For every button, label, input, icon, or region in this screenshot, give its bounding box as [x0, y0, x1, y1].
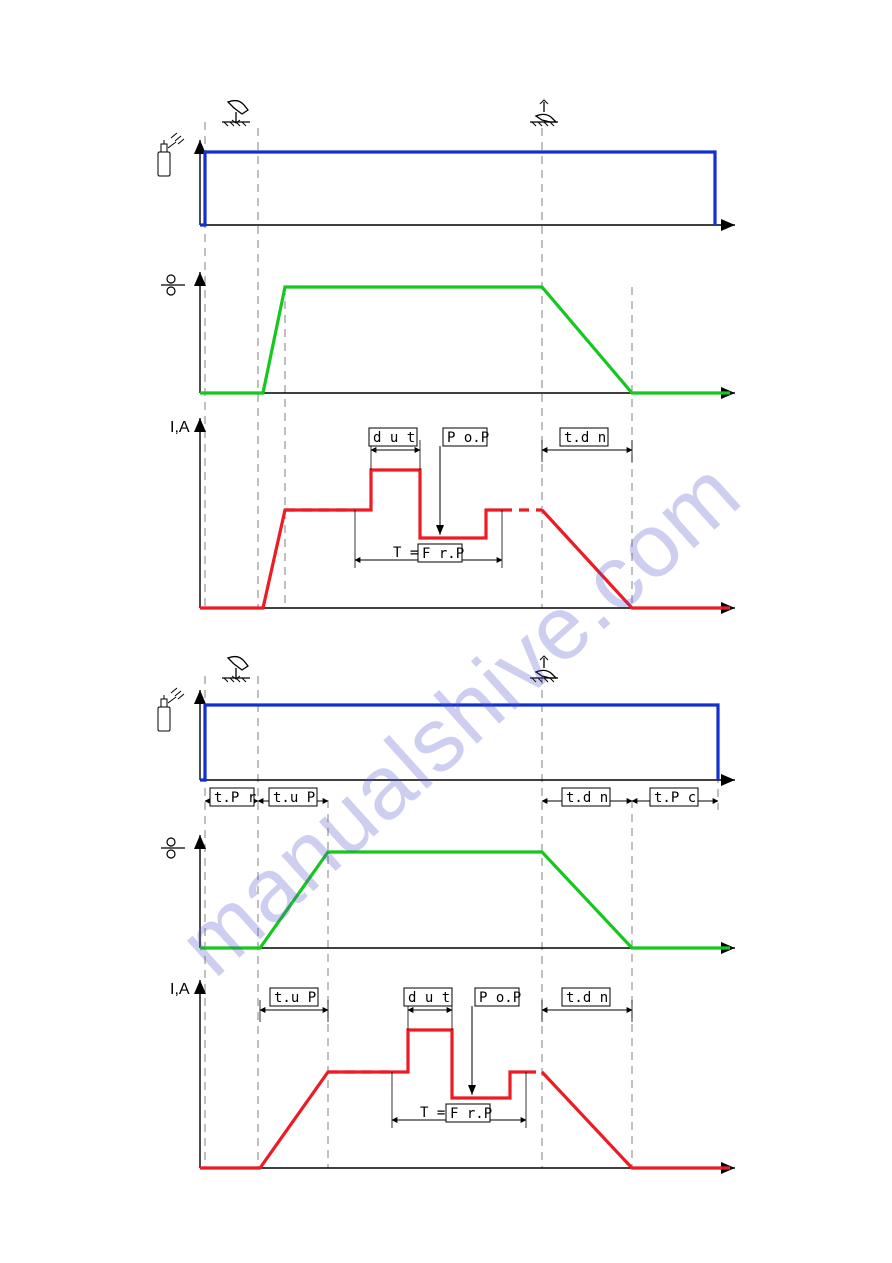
axis-label-IA: I,A [170, 419, 190, 436]
label-PoP: P o.P [447, 430, 489, 446]
wire-feed-icon [161, 838, 185, 858]
gas-trace-2 [200, 705, 718, 780]
torch-release-icon [530, 100, 558, 126]
label-tdn-curr: t.d n [566, 990, 608, 1006]
label-PoP-2: P o.P [479, 990, 521, 1006]
torch-press-icon [222, 101, 250, 126]
figure-2: t.P r t.u P t.d n t.P c I,A [158, 656, 735, 1174]
wire-feed-icon [161, 275, 185, 295]
label-dut: d u t [373, 430, 415, 446]
label-tuP-top: t.u P [273, 790, 315, 806]
torch-release-icon [530, 656, 558, 682]
label-tPc: t.P c [654, 790, 696, 806]
label-tuP-curr: t.u P [274, 990, 316, 1006]
label-tdn-top: t.d n [566, 790, 608, 806]
gas-canister-icon [158, 688, 184, 731]
label-T-2: T = [420, 1105, 445, 1121]
wire-trace-2 [200, 852, 730, 948]
gas-canister-icon [158, 133, 184, 176]
label-dut-2: d u t [408, 990, 450, 1006]
label-FrP: F r.P [422, 546, 464, 562]
gas-trace [200, 152, 715, 225]
torch-press-icon [222, 657, 250, 682]
label-tPr: t.P r [214, 790, 256, 806]
axis-label-IA-2: I,A [170, 981, 190, 998]
label-tdn: t.d n [564, 430, 606, 446]
figure-1: I,A d u t P o.P [158, 100, 735, 614]
label-FrP-2: F r.P [450, 1106, 492, 1122]
diagram-canvas: I,A d u t P o.P [0, 0, 892, 1263]
wire-trace [200, 287, 730, 393]
label-T: T = [393, 545, 418, 561]
